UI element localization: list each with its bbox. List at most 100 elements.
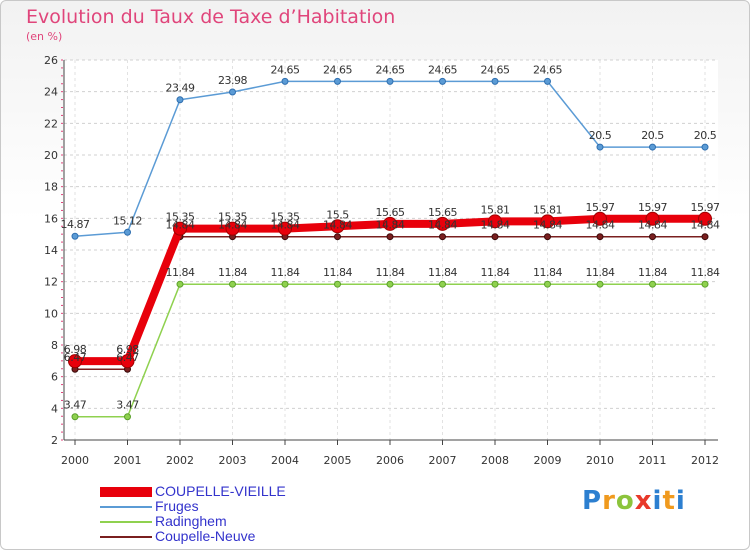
y-minor-tick: [61, 297, 63, 298]
y-minor-tick: [61, 91, 63, 93]
data-label: 6.47: [64, 351, 87, 364]
y-minor-tick: [61, 146, 63, 148]
data-label: 11.84: [428, 266, 457, 279]
data-label: 14.84: [533, 219, 562, 232]
data-point: [701, 280, 709, 288]
y-minor-tick: [61, 99, 63, 101]
y-minor-tick: [61, 431, 63, 433]
data-label: 14.87: [61, 218, 90, 231]
data-label: 15.12: [113, 214, 142, 227]
data-point: [596, 143, 604, 151]
data-point: [334, 77, 341, 85]
x-tick-label: 2000: [61, 454, 89, 467]
data-point: [540, 214, 555, 229]
y-tick-label: 6: [51, 371, 58, 384]
data-label: 6.98: [116, 343, 139, 356]
data-point: [124, 413, 131, 421]
data-point: [386, 280, 394, 288]
data-point: [330, 219, 345, 234]
y-tick-label: 8: [51, 339, 58, 352]
y-minor-tick: [61, 376, 63, 378]
y-minor-tick: [61, 162, 63, 164]
y-tick-label: 22: [44, 117, 58, 130]
data-label: 24.65: [271, 63, 300, 76]
y-minor-tick: [61, 59, 63, 61]
data-label: 15.97: [691, 201, 720, 214]
data-point: [334, 280, 341, 288]
legend-label: Fruges: [155, 498, 199, 514]
data-label: 23.98: [218, 74, 247, 87]
y-minor-tick: [61, 352, 63, 354]
data-point: [596, 233, 604, 241]
data-label: 15.35: [271, 211, 300, 224]
data-label: 14.84: [323, 219, 352, 232]
data-point: [120, 354, 135, 369]
y-tick-label: 4: [51, 402, 58, 415]
y-minor-tick: [61, 439, 63, 441]
y-tick-label: 20: [44, 149, 58, 162]
data-label: 6.47: [116, 351, 139, 364]
y-minor-tick: [61, 186, 63, 188]
data-label: 3.47: [64, 399, 87, 412]
y-minor-tick: [61, 122, 63, 124]
data-label: 15.35: [166, 211, 195, 224]
data-label: 24.65: [323, 63, 352, 76]
x-tick-label: 2003: [219, 454, 247, 467]
data-point: [544, 77, 551, 85]
y-tick-label: 10: [44, 307, 58, 320]
data-point: [544, 233, 551, 241]
legend-label: COUPELLE-VIEILLE: [155, 483, 286, 499]
data-point: [173, 221, 187, 236]
y-minor-tick: [61, 107, 63, 108]
y-minor-tick: [61, 328, 63, 330]
data-point: [229, 88, 236, 96]
data-label: 14.84: [586, 219, 615, 232]
data-label: 23.49: [166, 82, 195, 95]
data-point: [596, 280, 604, 288]
data-point: [386, 77, 394, 85]
data-label: 24.65: [376, 63, 405, 76]
proxiti-logo: Proxiti: [582, 486, 686, 516]
y-tick-label: 16: [44, 212, 58, 225]
y-minor-tick: [61, 312, 63, 314]
data-label: 11.84: [481, 266, 510, 279]
data-label: 15.65: [376, 206, 405, 219]
y-minor-tick: [61, 281, 63, 283]
data-point: [176, 96, 184, 104]
data-point: [334, 233, 341, 241]
data-point: [701, 143, 709, 151]
y-minor-tick: [61, 217, 63, 219]
legend-swatch: [100, 487, 152, 497]
data-point: [439, 233, 446, 241]
data-label: 11.84: [638, 266, 667, 279]
y-minor-tick: [61, 233, 63, 235]
data-point: [544, 280, 551, 288]
data-label: 14.84: [428, 219, 457, 232]
y-minor-tick: [61, 225, 63, 227]
data-point: [124, 228, 131, 236]
y-tick-label: 2: [51, 434, 58, 447]
y-minor-tick: [61, 344, 63, 346]
data-label: 14.84: [481, 219, 510, 232]
y-tick-label: 14: [44, 244, 58, 257]
data-point: [386, 233, 394, 241]
y-minor-tick: [61, 392, 63, 393]
data-point: [229, 280, 236, 288]
legend-swatch: [100, 536, 152, 538]
data-label: 24.65: [533, 63, 562, 76]
y-minor-tick: [61, 75, 63, 77]
y-tick-label: 26: [44, 54, 58, 67]
data-point: [649, 143, 656, 151]
y-minor-tick: [61, 407, 63, 409]
y-minor-tick: [61, 384, 63, 386]
data-point: [491, 280, 499, 288]
data-label: 11.84: [586, 266, 615, 279]
x-tick-label: 2011: [639, 454, 667, 467]
data-label: 20.5: [694, 129, 717, 142]
y-minor-tick: [61, 368, 63, 370]
chart-title: Evolution du Taux de Taxe d’Habitation: [26, 6, 396, 28]
y-minor-tick: [61, 170, 63, 172]
data-label: 6.98: [64, 343, 87, 356]
y-minor-tick: [61, 83, 63, 85]
